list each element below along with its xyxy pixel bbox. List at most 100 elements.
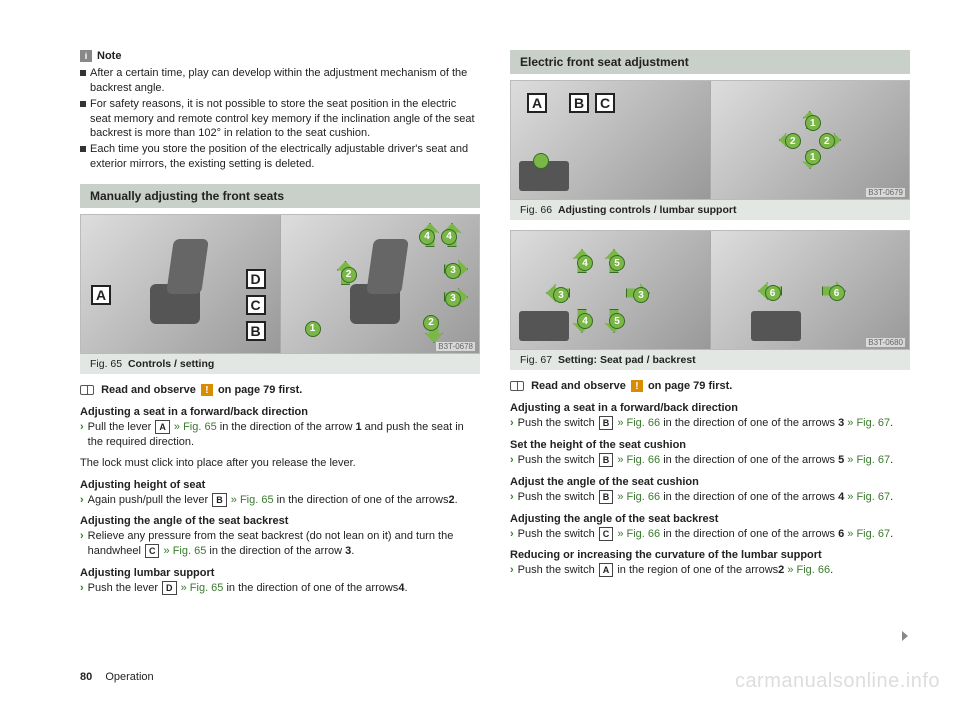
control-panel-icon (519, 311, 569, 341)
fig67-left: 4 5 3 3 4 5 (511, 231, 710, 349)
arrow-num: 2 (785, 133, 801, 149)
instruction-text: Push the switch B » Fig. 66 in the direc… (518, 453, 893, 468)
note-header: i Note (80, 50, 480, 62)
paragraph: The lock must click into place after you… (80, 456, 480, 471)
fig-title: Adjusting controls / lumbar support (558, 204, 737, 216)
heading: Adjusting lumbar support (80, 567, 480, 579)
heading: Adjusting height of seat (80, 479, 480, 491)
arrow-num: 3 (553, 287, 569, 303)
fig67-right: 6 6 (710, 231, 910, 349)
arrow-num: 6 (765, 285, 781, 301)
fig67-caption: Fig. 67 Setting: Seat pad / backrest (510, 350, 910, 370)
arrow-num: 4 (441, 229, 457, 245)
note-item: After a certain time, play can develop w… (90, 66, 480, 96)
chevron-icon: › (510, 563, 514, 578)
instruction: › Pull the lever A » Fig. 65 in the dire… (80, 420, 480, 450)
fig-title: Controls / setting (128, 358, 214, 370)
seat-icon (140, 234, 220, 334)
heading: Adjust the angle of the seat cushion (510, 476, 910, 488)
instruction: › Push the switch C » Fig. 66 in the dir… (510, 527, 910, 542)
instruction: › Push the switch B » Fig. 66 in the dir… (510, 416, 910, 431)
instruction-text: Again push/pull the lever B » Fig. 65 in… (88, 493, 458, 508)
fig-num: Fig. 67 (520, 354, 552, 366)
arrow-num: 1 (805, 115, 821, 131)
bullet-icon (80, 146, 86, 152)
read-observe-post: on page 79 first. (218, 384, 302, 396)
fig66-left: A B C (511, 81, 710, 199)
chevron-icon: › (80, 529, 84, 559)
heading: Adjusting a seat in a forward/back direc… (80, 406, 480, 418)
arrow-num: 3 (633, 287, 649, 303)
instruction-text: Pull the lever A » Fig. 65 in the direct… (88, 420, 480, 450)
page-number: 80 (80, 671, 92, 683)
instruction-text: Push the switch C » Fig. 66 in the direc… (518, 527, 893, 542)
book-icon (80, 385, 94, 395)
bullet-icon (80, 101, 86, 107)
instruction-text: Push the lever D » Fig. 65 in the direct… (88, 581, 408, 596)
instruction: › Push the switch B » Fig. 66 in the dir… (510, 453, 910, 468)
arrow-num: 1 (805, 149, 821, 165)
book-icon (510, 381, 524, 391)
note-item: Each time you store the position of the … (90, 142, 480, 172)
fig-code: B3T-0679 (866, 188, 905, 197)
arrow-num: 4 (577, 313, 593, 329)
warning-icon: ! (631, 380, 643, 392)
footer-section: Operation (105, 671, 153, 683)
chevron-icon: › (510, 527, 514, 542)
chevron-icon: › (80, 420, 84, 450)
fig66-right: 1 1 2 2 (710, 81, 910, 199)
heading: Reducing or increasing the curvature of … (510, 549, 910, 561)
fig65-right: 4 4 3 3 2 2 1 (280, 215, 480, 353)
chevron-icon: › (510, 453, 514, 468)
watermark: carmanualsonline.info (735, 670, 940, 693)
read-observe-pre: Read and observe (101, 384, 196, 396)
control-a-icon (533, 153, 549, 169)
instruction: › Push the lever D » Fig. 65 in the dire… (80, 581, 480, 596)
page: i Note After a certain time, play can de… (0, 0, 960, 618)
continue-icon (902, 631, 908, 641)
read-observe-pre: Read and observe (531, 380, 626, 392)
fig-num: Fig. 65 (90, 358, 122, 370)
chevron-icon: › (510, 490, 514, 505)
arrow-num: 3 (445, 263, 461, 279)
chevron-icon: › (510, 416, 514, 431)
info-icon: i (80, 50, 92, 62)
label-c: C (246, 295, 266, 315)
arrow-num: 2 (423, 315, 439, 331)
heading: Set the height of the seat cushion (510, 439, 910, 451)
label-a: A (91, 285, 111, 305)
heading: Adjusting the angle of the seat backrest (510, 513, 910, 525)
note-bullets: After a certain time, play can develop w… (80, 66, 480, 172)
fig65-caption: Fig. 65 Controls / setting (80, 354, 480, 374)
label-b: B (246, 321, 266, 341)
chevron-icon: › (80, 581, 84, 596)
fig-title: Setting: Seat pad / backrest (558, 354, 696, 366)
label-c: C (595, 93, 615, 113)
fig-code: B3T-0678 (436, 342, 475, 351)
instruction: › Again push/pull the lever B » Fig. 65 … (80, 493, 480, 508)
instruction-text: Push the switch A in the region of one o… (518, 563, 834, 578)
seat-icon (340, 234, 420, 334)
instruction: › Relieve any pressure from the seat bac… (80, 529, 480, 559)
read-observe-post: on page 79 first. (648, 380, 732, 392)
note-item: For safety reasons, it is not possible t… (90, 97, 480, 142)
arrow-num: 5 (609, 255, 625, 271)
arrow-num: 4 (419, 229, 435, 245)
heading: Adjusting the angle of the seat backrest (80, 515, 480, 527)
label-a: A (527, 93, 547, 113)
arrow-num: 5 (609, 313, 625, 329)
instruction-text: Push the switch B » Fig. 66 in the direc… (518, 416, 893, 431)
figure-66: A B C 1 1 2 2 B3T-0679 (510, 80, 910, 200)
arrow-num: 4 (577, 255, 593, 271)
fig66-caption: Fig. 66 Adjusting controls / lumbar supp… (510, 200, 910, 220)
instruction: › Push the switch A in the region of one… (510, 563, 910, 578)
bullet-icon (80, 70, 86, 76)
figure-67: 4 5 3 3 4 5 6 6 B3T-0680 (510, 230, 910, 350)
fig65-left: A B C D (81, 215, 280, 353)
arrow-num: 2 (819, 133, 835, 149)
warning-icon: ! (201, 384, 213, 396)
section-title-electric: Electric front seat adjustment (510, 50, 910, 74)
fig-num: Fig. 66 (520, 204, 552, 216)
page-footer: 80 Operation (80, 671, 154, 683)
note-title: Note (97, 50, 121, 62)
